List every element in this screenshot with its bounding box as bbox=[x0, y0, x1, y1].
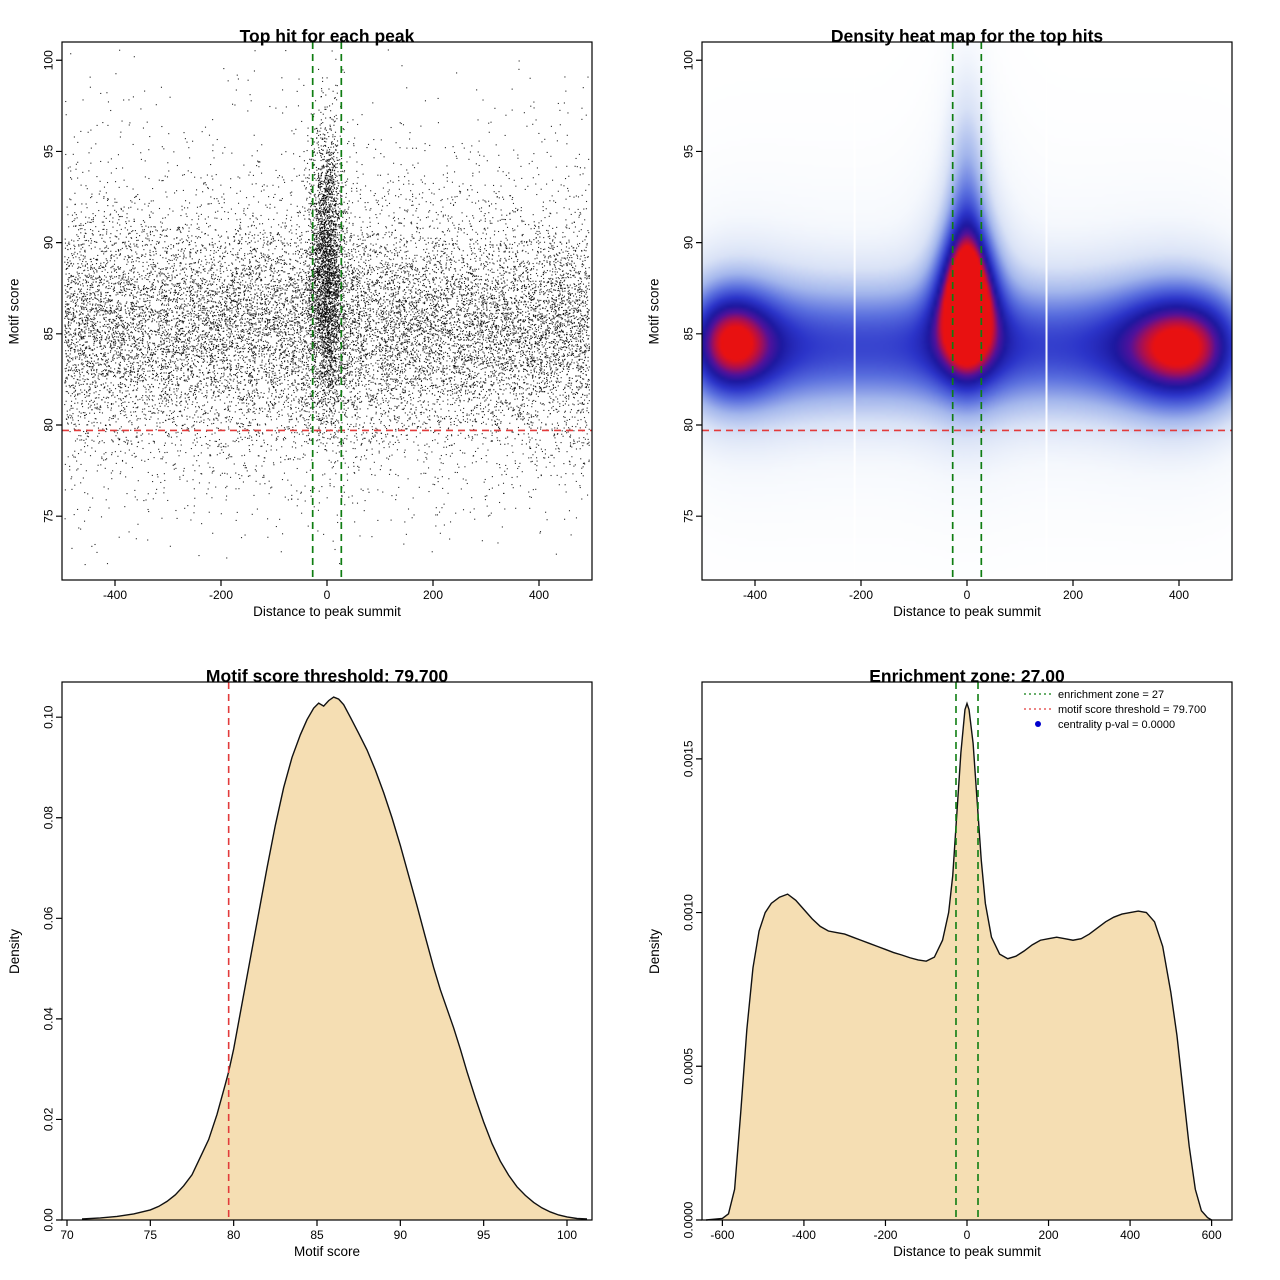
y-axis-label: Density bbox=[646, 928, 662, 974]
panel-motif-score-density: Motif score threshold: 79.700 Motif scor… bbox=[0, 640, 640, 1280]
panel-top-hits-scatter: Top hit for each peak Distance to peak s… bbox=[0, 0, 640, 640]
y-axis-label: Motif score bbox=[6, 277, 22, 345]
panel-density-heatmap: Density heat map for the top hits Distan… bbox=[640, 0, 1280, 640]
x-axis-label: Distance to peak summit bbox=[893, 1244, 1041, 1259]
panel-title: Density heat map for the top hits bbox=[830, 25, 1104, 46]
motif-score-density-canvas bbox=[0, 640, 640, 1280]
density-heatmap-canvas bbox=[640, 0, 1280, 640]
enrichment-zone-density-canvas bbox=[640, 640, 1280, 1280]
x-axis-label: Distance to peak summit bbox=[253, 604, 401, 619]
panel-enrichment-zone-density: Enrichment zone: 27.00 Distance to peak … bbox=[640, 640, 1280, 1280]
panel-title: Enrichment zone: 27.00 bbox=[869, 665, 1065, 686]
y-axis-label: Motif score bbox=[646, 277, 662, 345]
y-axis-label: Density bbox=[6, 928, 22, 974]
x-axis-label: Distance to peak summit bbox=[893, 604, 1041, 619]
x-axis-label: Motif score bbox=[293, 1244, 361, 1259]
panel-title: Top hit for each peak bbox=[239, 25, 415, 46]
panel-title: Motif score threshold: 79.700 bbox=[205, 665, 449, 686]
top-hits-scatter-canvas bbox=[0, 0, 640, 640]
